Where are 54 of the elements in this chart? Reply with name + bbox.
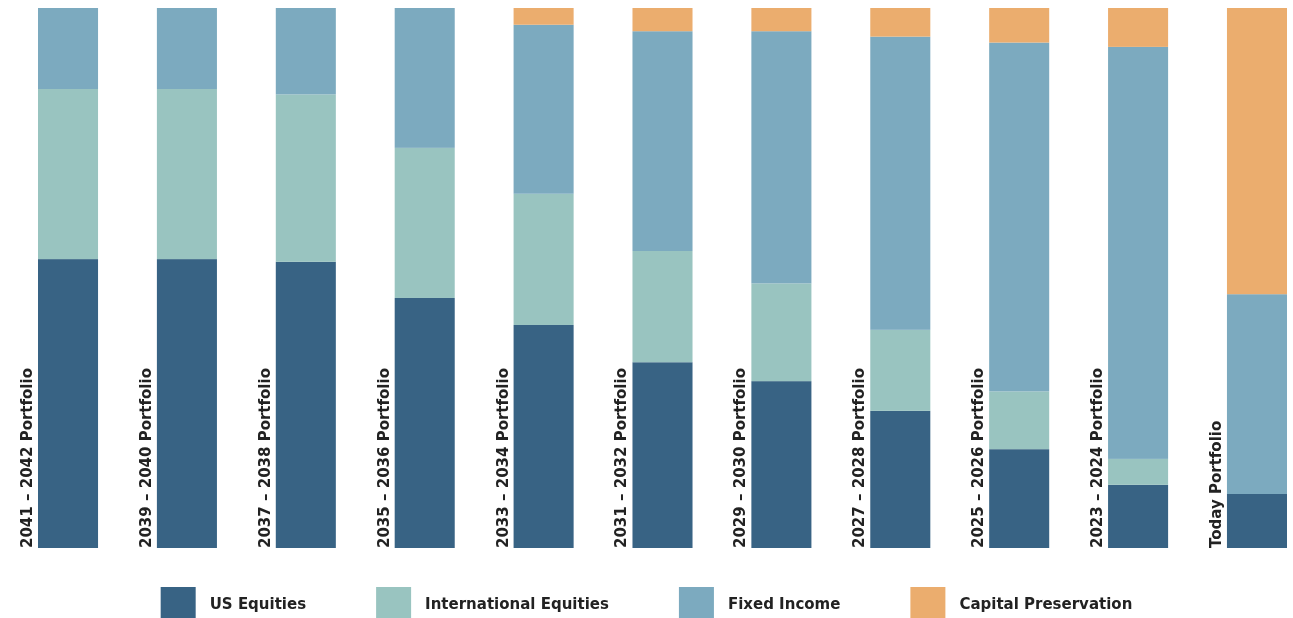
- bar: [1226, 8, 1287, 295]
- bar: [870, 36, 931, 330]
- legend-label: US Equities: [209, 595, 307, 613]
- bar: [513, 324, 574, 548]
- bar: [38, 89, 99, 260]
- bar: [275, 94, 336, 262]
- bar: [1108, 484, 1169, 548]
- x-tick-label: 2033 – 2034 Portfolio: [493, 368, 512, 548]
- bar: [156, 259, 217, 548]
- x-tick-label: 2039 – 2040 Portfolio: [136, 368, 155, 548]
- x-tick-label: 2037 – 2038 Portfolio: [255, 368, 274, 548]
- bar: [513, 8, 574, 25]
- legend-label: Capital Preservation: [959, 595, 1133, 613]
- bar: [751, 283, 812, 382]
- bar: [632, 251, 693, 363]
- bar: [751, 31, 812, 284]
- bar: [1108, 8, 1169, 47]
- bar: [275, 261, 336, 548]
- bar: [1108, 46, 1169, 459]
- bar: [870, 329, 931, 411]
- bar: [513, 193, 574, 325]
- x-tick-label: 2041 – 2042 Portfolio: [18, 368, 36, 548]
- bar: [275, 8, 336, 95]
- bar: [1226, 294, 1287, 494]
- x-tick-label: 2035 – 2036 Portfolio: [374, 368, 393, 548]
- bar: [870, 8, 931, 37]
- bar: [989, 391, 1050, 450]
- bar: [632, 362, 693, 548]
- x-tick-label: 2023 – 2024 Portfolio: [1088, 368, 1107, 548]
- legend-label: International Equities: [425, 595, 609, 613]
- bar: [989, 42, 1050, 392]
- x-tick-label: 2027 – 2028 Portfolio: [850, 368, 869, 548]
- bar: [1226, 494, 1287, 548]
- bar: [870, 410, 931, 548]
- bar: [394, 147, 455, 298]
- bar: [632, 31, 693, 251]
- x-tick-label: 2031 – 2032 Portfolio: [612, 368, 631, 548]
- bar: [1108, 458, 1169, 485]
- x-tick-label: 2029 – 2030 Portfolio: [731, 368, 750, 548]
- bar: [38, 259, 99, 548]
- bar: [989, 8, 1050, 43]
- bar: [38, 8, 99, 89]
- bar: [632, 8, 693, 32]
- bar: [513, 24, 574, 194]
- bar: [156, 89, 217, 260]
- bar: [394, 8, 455, 148]
- x-tick-label: 2025 – 2026 Portfolio: [969, 368, 988, 548]
- bar: [394, 297, 455, 548]
- bar: [751, 381, 812, 548]
- bar: [751, 8, 812, 32]
- bar: [989, 449, 1050, 548]
- x-tick-label: Today Portfolio: [1206, 420, 1225, 548]
- legend-label: Fixed Income: [727, 595, 841, 613]
- bar: [156, 8, 217, 89]
